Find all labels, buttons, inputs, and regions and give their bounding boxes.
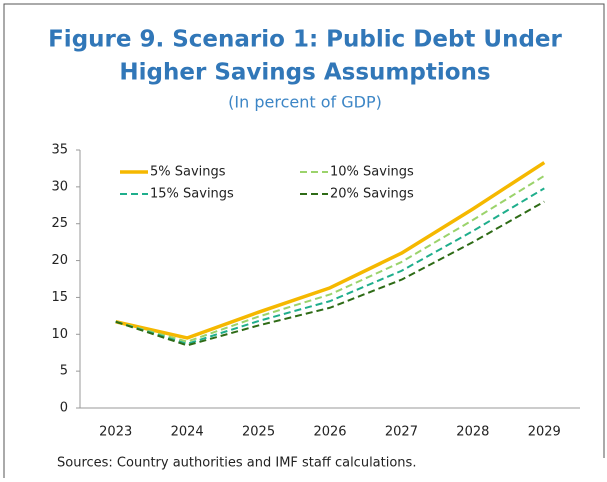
chart-title: Higher Savings Assumptions xyxy=(119,60,490,86)
y-tick-label: 25 xyxy=(51,216,68,231)
series-line xyxy=(115,200,545,347)
legend-label: 20% Savings xyxy=(330,187,414,202)
y-tick-label: 5 xyxy=(60,364,68,379)
x-tick-label: 2025 xyxy=(242,425,275,440)
x-tick-label: 2024 xyxy=(171,425,204,440)
x-tick-label: 2027 xyxy=(385,425,418,440)
figure-border xyxy=(3,3,605,478)
y-tick-label: 10 xyxy=(51,327,68,342)
chart-subtitle: (In percent of GDP) xyxy=(228,93,382,112)
y-tick-label: 0 xyxy=(60,401,68,416)
x-tick-label: 2029 xyxy=(528,425,561,440)
y-tick-label: 35 xyxy=(51,143,68,158)
x-tick-label: 2026 xyxy=(313,425,346,440)
y-tick-label: 20 xyxy=(51,253,68,268)
series-line xyxy=(115,161,546,340)
source-note: Sources: Country authorities and IMF sta… xyxy=(57,456,416,471)
chart-title: Figure 9. Scenario 1: Public Debt Under xyxy=(48,27,562,53)
legend-label: 10% Savings xyxy=(330,165,414,180)
y-tick-label: 15 xyxy=(51,290,68,305)
series-line xyxy=(115,174,545,343)
legend-label: 5% Savings xyxy=(150,165,226,180)
x-tick-label: 2023 xyxy=(99,425,132,440)
x-tick-label: 2028 xyxy=(456,425,489,440)
y-tick-label: 30 xyxy=(51,179,68,194)
series-line xyxy=(115,187,545,345)
legend-label: 15% Savings xyxy=(150,187,234,202)
